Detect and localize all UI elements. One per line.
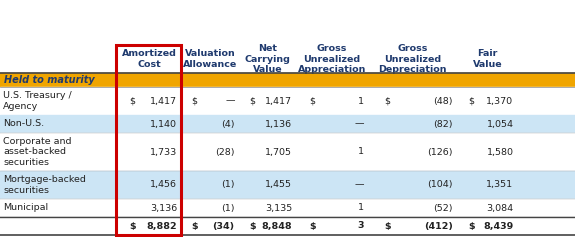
Text: 8,882: 8,882 — [147, 222, 177, 231]
Text: Gross
Unrealized
Depreciation: Gross Unrealized Depreciation — [378, 44, 447, 74]
Text: 1,705: 1,705 — [265, 147, 292, 156]
Text: (126): (126) — [428, 147, 453, 156]
Text: 1: 1 — [358, 96, 364, 105]
Text: (52): (52) — [434, 204, 453, 213]
Text: 1: 1 — [358, 147, 364, 156]
Bar — [0, 133, 575, 171]
Text: $: $ — [309, 96, 315, 105]
Text: $: $ — [129, 96, 135, 105]
Text: Corporate and
asset-backed
securities: Corporate and asset-backed securities — [3, 137, 71, 167]
Text: $: $ — [384, 222, 390, 231]
Text: 1,054: 1,054 — [486, 119, 513, 128]
Bar — [0, 217, 575, 235]
Text: 1,140: 1,140 — [150, 119, 177, 128]
Text: —: — — [355, 119, 364, 128]
Text: (34): (34) — [213, 222, 235, 231]
Bar — [0, 171, 575, 199]
Bar — [0, 199, 575, 217]
Text: 1,370: 1,370 — [486, 96, 513, 105]
Text: $: $ — [249, 96, 255, 105]
Text: Fair
Value: Fair Value — [473, 49, 502, 69]
Text: 1: 1 — [358, 204, 364, 213]
Text: $: $ — [309, 222, 316, 231]
Text: $: $ — [191, 96, 197, 105]
Text: $: $ — [468, 222, 474, 231]
Bar — [0, 87, 575, 115]
Text: 8,848: 8,848 — [262, 222, 292, 231]
Text: 1,351: 1,351 — [486, 181, 513, 190]
Text: (82): (82) — [434, 119, 453, 128]
Text: 1,417: 1,417 — [265, 96, 292, 105]
Bar — [0, 73, 575, 87]
Text: (28): (28) — [215, 147, 235, 156]
Text: Gross
Unrealized
Appreciation: Gross Unrealized Appreciation — [298, 44, 366, 74]
Text: $: $ — [249, 222, 256, 231]
Text: 1,136: 1,136 — [265, 119, 292, 128]
Text: Non-U.S.: Non-U.S. — [3, 119, 44, 128]
Text: 8,439: 8,439 — [483, 222, 513, 231]
Bar — [0, 115, 575, 133]
Text: 3,135: 3,135 — [265, 204, 292, 213]
Text: 3,136: 3,136 — [150, 204, 177, 213]
Text: U.S. Treasury /
Agency: U.S. Treasury / Agency — [3, 91, 72, 111]
Text: (48): (48) — [434, 96, 453, 105]
Text: 1,580: 1,580 — [486, 147, 513, 156]
Text: $: $ — [191, 222, 198, 231]
Text: (4): (4) — [221, 119, 235, 128]
Text: —: — — [225, 96, 235, 105]
Text: 1,417: 1,417 — [150, 96, 177, 105]
Text: Valuation
Allowance: Valuation Allowance — [183, 49, 237, 69]
Text: (412): (412) — [424, 222, 453, 231]
Text: 3: 3 — [358, 222, 364, 231]
Text: Mortgage-backed
securities: Mortgage-backed securities — [3, 175, 86, 195]
Text: Municipal: Municipal — [3, 204, 48, 213]
Text: Held to maturity: Held to maturity — [4, 75, 95, 85]
Text: —: — — [355, 181, 364, 190]
Text: $: $ — [384, 96, 390, 105]
Text: (1): (1) — [221, 181, 235, 190]
Text: (104): (104) — [428, 181, 453, 190]
Text: $: $ — [468, 96, 474, 105]
Text: Net
Carrying
Value: Net Carrying Value — [244, 44, 290, 74]
Text: 1,733: 1,733 — [150, 147, 177, 156]
Text: (1): (1) — [221, 204, 235, 213]
Bar — [0, 45, 575, 73]
Text: 1,455: 1,455 — [265, 181, 292, 190]
Text: 3,084: 3,084 — [486, 204, 513, 213]
Text: 1,456: 1,456 — [150, 181, 177, 190]
Text: $: $ — [129, 222, 136, 231]
Text: Amortized
Cost: Amortized Cost — [122, 49, 177, 69]
